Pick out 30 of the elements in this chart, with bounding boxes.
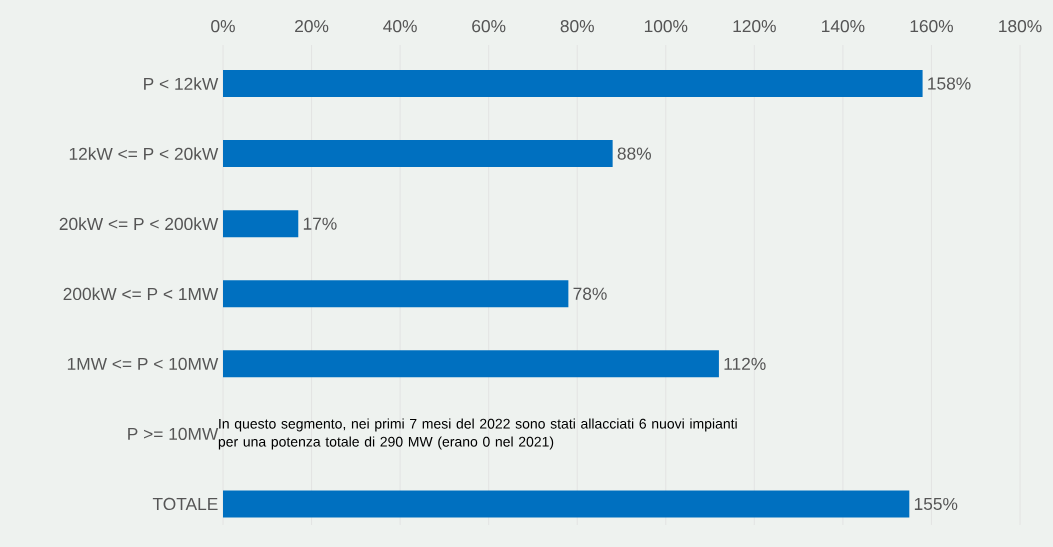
- y-tick-label: 1MW <= P < 10MW: [67, 357, 219, 370]
- annotation: In questo segmento, nei primi 7 mesi del 2022 sono stati allacciati 6 nuovi impianti per una potenza totale di 290 MW (erano 0 nel 2021): [218, 418, 737, 450]
- data-label: 112%: [724, 357, 766, 370]
- x-tick-label: 180%: [999, 20, 1042, 33]
- y-tick-label: P < 12kW: [144, 77, 219, 90]
- x-tick-label: 80%: [560, 20, 594, 33]
- x-tick-label: 0%: [211, 20, 235, 33]
- data-label: 155%: [914, 497, 958, 511]
- y-tick-label: 200kW <= P < 1MW: [63, 287, 219, 301]
- x-tick-label: 40%: [383, 20, 417, 33]
- data-label: 88%: [617, 147, 651, 160]
- bar: [223, 490, 910, 518]
- y-tick-label: 20kW <= P < 200kW: [59, 217, 219, 231]
- bar: [223, 70, 923, 98]
- data-label: 158%: [928, 77, 971, 90]
- data-label: 78%: [573, 287, 607, 300]
- x-tick-label: 60%: [472, 20, 506, 33]
- y-tick-label: TOTALE: [152, 497, 218, 511]
- x-tick-label: 120%: [733, 20, 776, 33]
- x-tick-label: 160%: [910, 20, 953, 33]
- bar: [223, 350, 719, 378]
- y-tick-label: 12kW <= P < 20kW: [69, 147, 219, 160]
- x-tick-label: 20%: [295, 20, 329, 33]
- x-tick-label: 100%: [644, 20, 688, 33]
- bar: [223, 140, 613, 168]
- bar: [223, 210, 299, 238]
- bar: [223, 280, 569, 308]
- data-label: 17%: [303, 217, 337, 230]
- y-tick-label: P >= 10MW: [128, 427, 219, 441]
- x-tick-label: 140%: [822, 20, 865, 33]
